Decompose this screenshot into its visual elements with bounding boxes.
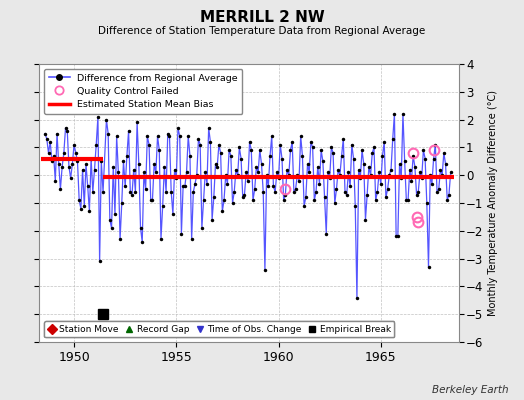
Text: Berkeley Earth: Berkeley Earth bbox=[432, 385, 508, 395]
Legend: Station Move, Record Gap, Time of Obs. Change, Empirical Break: Station Move, Record Gap, Time of Obs. C… bbox=[44, 321, 395, 338]
Text: Difference of Station Temperature Data from Regional Average: Difference of Station Temperature Data f… bbox=[99, 26, 425, 36]
Y-axis label: Monthly Temperature Anomaly Difference (°C): Monthly Temperature Anomaly Difference (… bbox=[488, 90, 498, 316]
Text: MERRILL 2 NW: MERRILL 2 NW bbox=[200, 10, 324, 25]
